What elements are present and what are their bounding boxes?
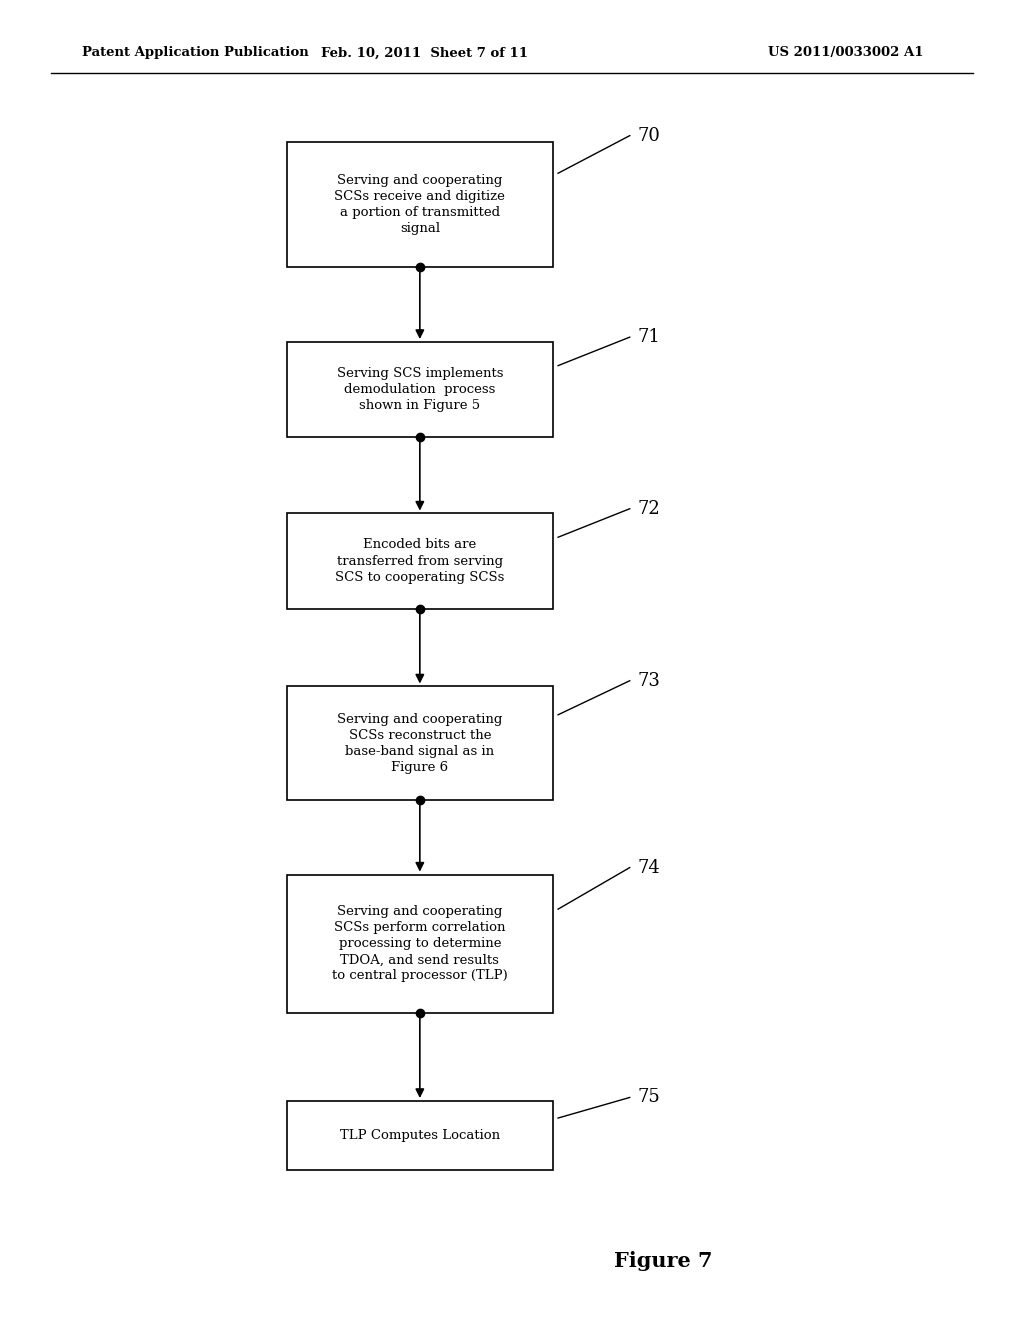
Text: 73: 73	[638, 672, 660, 690]
Bar	[287, 686, 553, 800]
Text: Serving and cooperating
SCSs reconstruct the
base-band signal as in
Figure 6: Serving and cooperating SCSs reconstruct…	[337, 713, 503, 774]
Bar	[287, 1101, 553, 1170]
Bar	[287, 342, 553, 437]
Text: Serving and cooperating
SCSs perform correlation
processing to determine
TDOA, a: Serving and cooperating SCSs perform cor…	[332, 906, 508, 982]
Text: 74: 74	[638, 858, 660, 876]
Bar	[287, 874, 553, 1014]
Text: Serving and cooperating
SCSs receive and digitize
a portion of transmitted
signa: Serving and cooperating SCSs receive and…	[335, 174, 505, 235]
Text: Patent Application Publication: Patent Application Publication	[82, 46, 308, 59]
Text: Feb. 10, 2011  Sheet 7 of 11: Feb. 10, 2011 Sheet 7 of 11	[322, 46, 528, 59]
Text: US 2011/0033002 A1: US 2011/0033002 A1	[768, 46, 924, 59]
Text: 71: 71	[638, 329, 660, 346]
Text: Figure 7: Figure 7	[614, 1250, 713, 1271]
Bar	[287, 513, 553, 609]
Text: 72: 72	[638, 500, 660, 517]
Text: 75: 75	[638, 1089, 660, 1106]
Text: 70: 70	[638, 127, 660, 145]
Text: Serving SCS implements
demodulation  process
shown in Figure 5: Serving SCS implements demodulation proc…	[337, 367, 503, 412]
Text: TLP Computes Location: TLP Computes Location	[340, 1129, 500, 1142]
Bar	[287, 143, 553, 268]
Text: Encoded bits are
transferred from serving
SCS to cooperating SCSs: Encoded bits are transferred from servin…	[335, 539, 505, 583]
